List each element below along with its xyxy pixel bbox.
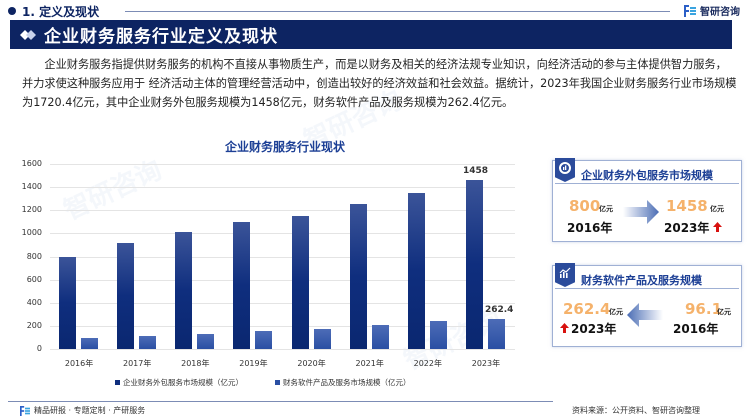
gridline [50, 279, 515, 281]
x-tick-label: 2023年 [471, 359, 501, 368]
chart-title: 企业财务服务行业现状 [224, 140, 345, 154]
legend-swatch-icon [275, 380, 280, 385]
header-divider [125, 11, 670, 12]
x-tick-label: 2018年 [181, 359, 210, 368]
y-tick-label: 0 [36, 344, 42, 353]
footer-left-text: 精品研报 · 专题定制 · 产研服务 [34, 406, 146, 415]
from-unit: 亿元 [717, 308, 731, 316]
legend-item: 财务软件产品及服务市场规模（亿元） [275, 377, 411, 388]
to-year: 2023年 [571, 322, 617, 336]
y-tick-label: 800 [26, 251, 42, 261]
bar-outsourcing [233, 221, 251, 349]
to-year: 2023年 [664, 221, 710, 235]
title-bar: 企业财务服务行业定义及现状 [10, 20, 732, 49]
panel-title: 企业财务外包服务市场规模 [581, 169, 713, 182]
bar-outsourcing [349, 204, 367, 349]
bar-software [371, 325, 389, 349]
gridline [50, 164, 515, 165]
trend-chart-icon [555, 263, 575, 287]
arrow-right-icon [623, 200, 659, 224]
bar-software [255, 331, 273, 349]
section-header: 1. 定义及现状 [8, 2, 99, 20]
gridline [50, 349, 515, 350]
brand-logo-icon [20, 405, 30, 416]
y-tick-label: 600 [26, 274, 42, 284]
outsourcing-stat-panel: 企业财务外包服务市场规模 800 亿元 2016年 1458 亿元 2023年 [552, 158, 742, 242]
panel-title: 财务软件产品及服务规模 [581, 274, 702, 287]
footer-divider [8, 401, 553, 402]
from-year: 2016年 [567, 221, 613, 235]
legend-item: 企业财务外包服务市场规模（亿元） [115, 377, 243, 388]
x-tick-label: 2022年 [413, 359, 442, 368]
y-tick-label: 200 [26, 320, 42, 330]
gridline [50, 256, 515, 258]
x-tick-label: 2016年 [64, 359, 94, 368]
section-label: 1. 定义及现状 [22, 4, 100, 19]
panel-divider [555, 288, 739, 289]
bar-software [139, 335, 157, 349]
bar-chart: 0 200 400 600 800 1000 1200 1400 1600 2016年 2017年 2… [20, 155, 515, 395]
to-value: 262.4 [563, 300, 611, 318]
brand: 智研咨询 [684, 3, 740, 18]
x-tick-label: 2019年 [239, 359, 268, 368]
bullet-dot-icon [8, 7, 16, 15]
from-value: 96.1 [685, 300, 723, 318]
bar-outsourcing [59, 256, 77, 349]
gridline [50, 210, 515, 212]
source-note: 资料来源：公开资料、智研咨询整理 [572, 406, 700, 415]
from-value: 800 [569, 197, 601, 215]
y-tick-label: 1400 [21, 182, 42, 192]
y-tick-label: 1600 [21, 159, 42, 168]
brand-logo-icon [684, 4, 696, 17]
to-value: 1458 [666, 197, 708, 215]
bar-software [429, 321, 447, 349]
legend-label: 企业财务外包服务市场规模（亿元） [123, 378, 243, 387]
to-unit: 亿元 [710, 205, 724, 213]
up-arrow-icon [713, 222, 722, 232]
x-tick-label: 2021年 [355, 359, 384, 368]
gridline [50, 325, 515, 327]
up-arrow-icon [560, 323, 569, 333]
bar-outsourcing [175, 231, 193, 349]
panel-divider [555, 183, 739, 184]
gridline [50, 233, 515, 235]
description-paragraph: 企业财务服务指提供财务服务的机构不直接从事物质生产，而是以财务及相关的经济法规专… [22, 58, 737, 109]
data-label: 262.4 [484, 304, 514, 315]
bar-software [81, 337, 99, 349]
x-tick-label: 2020年 [297, 359, 326, 368]
bar-outsourcing [407, 192, 425, 349]
legend-swatch-icon [115, 380, 120, 385]
from-unit: 亿元 [599, 205, 613, 213]
diamond-icon [20, 29, 36, 40]
brand-name: 智研咨询 [700, 7, 740, 18]
page-title: 企业财务服务行业定义及现状 [44, 27, 278, 47]
y-tick-label: 1200 [21, 205, 42, 215]
gridline [50, 302, 515, 304]
legend-label: 财务软件产品及服务市场规模（亿元） [283, 378, 411, 387]
y-tick-label: 400 [26, 297, 42, 307]
y-tick-label: 1000 [21, 228, 42, 238]
bar-outsourcing [117, 243, 135, 349]
arrow-left-icon [627, 303, 663, 327]
gridline [50, 187, 515, 189]
bar-software [487, 318, 505, 349]
bar-outsourcing [465, 180, 483, 349]
bar-software [313, 329, 331, 349]
to-unit: 亿元 [609, 308, 623, 316]
pie-chart-icon [555, 158, 575, 182]
footer-tagline: 精品研报 · 专题定制 · 产研服务 [20, 405, 145, 416]
software-stat-panel: 财务软件产品及服务规模 262.4 亿元 2023年 96.1 亿元 2016年 [552, 263, 742, 347]
bar-outsourcing [291, 216, 309, 349]
data-label: 1458 [462, 166, 488, 177]
bar-software [197, 333, 215, 349]
x-tick-label: 2017年 [123, 359, 152, 368]
from-year: 2016年 [673, 322, 719, 336]
